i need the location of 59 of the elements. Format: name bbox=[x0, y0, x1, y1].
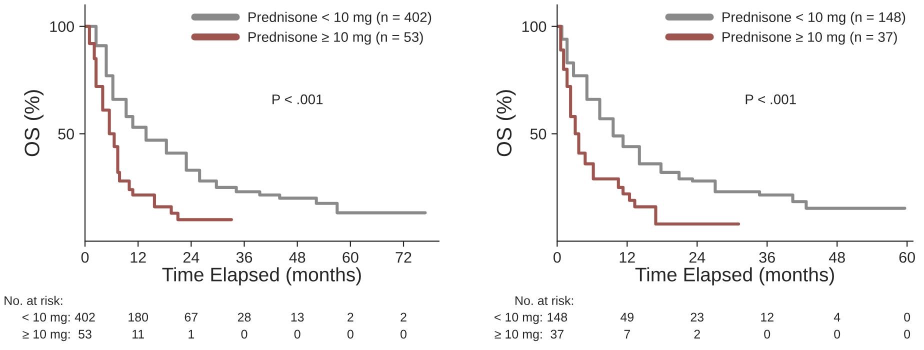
annotation: P < .001 bbox=[746, 94, 796, 104]
legend-label: Prednisone ≥ 10 mg (n = 37) bbox=[722, 32, 897, 45]
text: 4 bbox=[834, 312, 840, 322]
text: 0 bbox=[400, 330, 406, 339]
text: 0 bbox=[834, 330, 840, 339]
x-tick-label: 48 bbox=[828, 252, 845, 263]
text: 0 bbox=[241, 330, 248, 339]
text: ≥ 10 mg: bbox=[494, 330, 542, 342]
text: 23 bbox=[690, 312, 704, 322]
legend-label: Prednisone < 10 mg (n = 402) bbox=[248, 12, 432, 25]
x-tick-label: 60 bbox=[899, 252, 915, 263]
x-tick-label: 36 bbox=[236, 252, 252, 263]
text: 402 bbox=[74, 312, 95, 322]
text: 1 bbox=[188, 330, 194, 338]
text: 28 bbox=[238, 312, 251, 322]
x-tick-label: 12 bbox=[620, 252, 635, 263]
x-axis-title: Time Elapsed (months) bbox=[162, 267, 361, 286]
text: 12 bbox=[761, 312, 774, 322]
x-tick-label: 24 bbox=[183, 252, 200, 263]
text: 148 bbox=[548, 312, 568, 322]
text: 2 bbox=[400, 312, 406, 322]
text: 13 bbox=[291, 312, 304, 322]
x-tick-label: 12 bbox=[130, 252, 146, 263]
legend-label: Prednisone < 10 mg (n = 148) bbox=[722, 12, 906, 25]
legend-label: Prednisone ≥ 10 mg (n = 53) bbox=[248, 32, 423, 45]
text: 67 bbox=[184, 312, 198, 322]
y-tick-label: 100 bbox=[522, 21, 546, 32]
text: 180 bbox=[128, 312, 148, 322]
text: 0 bbox=[294, 330, 300, 339]
y-tick-label: 50 bbox=[58, 128, 74, 140]
x-tick-label: 48 bbox=[289, 252, 306, 263]
x-tick-label: 24 bbox=[689, 252, 706, 263]
text: 11 bbox=[132, 330, 144, 338]
x-axis-title: Time Elapsed (months) bbox=[635, 267, 834, 286]
text: 37 bbox=[550, 330, 564, 339]
text: 0 bbox=[904, 330, 910, 339]
text: No. at risk: bbox=[4, 296, 62, 306]
text: 0 bbox=[347, 330, 354, 339]
x-tick-label: 72 bbox=[396, 252, 412, 263]
x-tick-label: 0 bbox=[554, 252, 561, 263]
text: < 10 mg: bbox=[22, 312, 70, 324]
text: 53 bbox=[78, 330, 92, 339]
text: ≥ 10 mg: bbox=[22, 330, 70, 342]
y-tick-label: 100 bbox=[50, 21, 74, 32]
y-axis-title: OS (%) bbox=[496, 90, 516, 156]
text: 0 bbox=[764, 330, 770, 339]
y-tick-label: 50 bbox=[530, 128, 546, 140]
x-tick-label: 36 bbox=[759, 252, 775, 263]
x-tick-label: 60 bbox=[342, 252, 358, 263]
text: 7 bbox=[624, 330, 630, 338]
y-axis-title: OS (%) bbox=[24, 90, 44, 156]
text: 2 bbox=[348, 312, 354, 322]
annotation: P < .001 bbox=[272, 94, 323, 104]
text: < 10 mg: bbox=[494, 312, 542, 324]
text: 49 bbox=[620, 312, 634, 322]
text: 0 bbox=[904, 312, 910, 322]
text: 2 bbox=[694, 330, 700, 338]
text: No. at risk: bbox=[516, 296, 574, 306]
x-tick-label: 0 bbox=[81, 252, 89, 263]
